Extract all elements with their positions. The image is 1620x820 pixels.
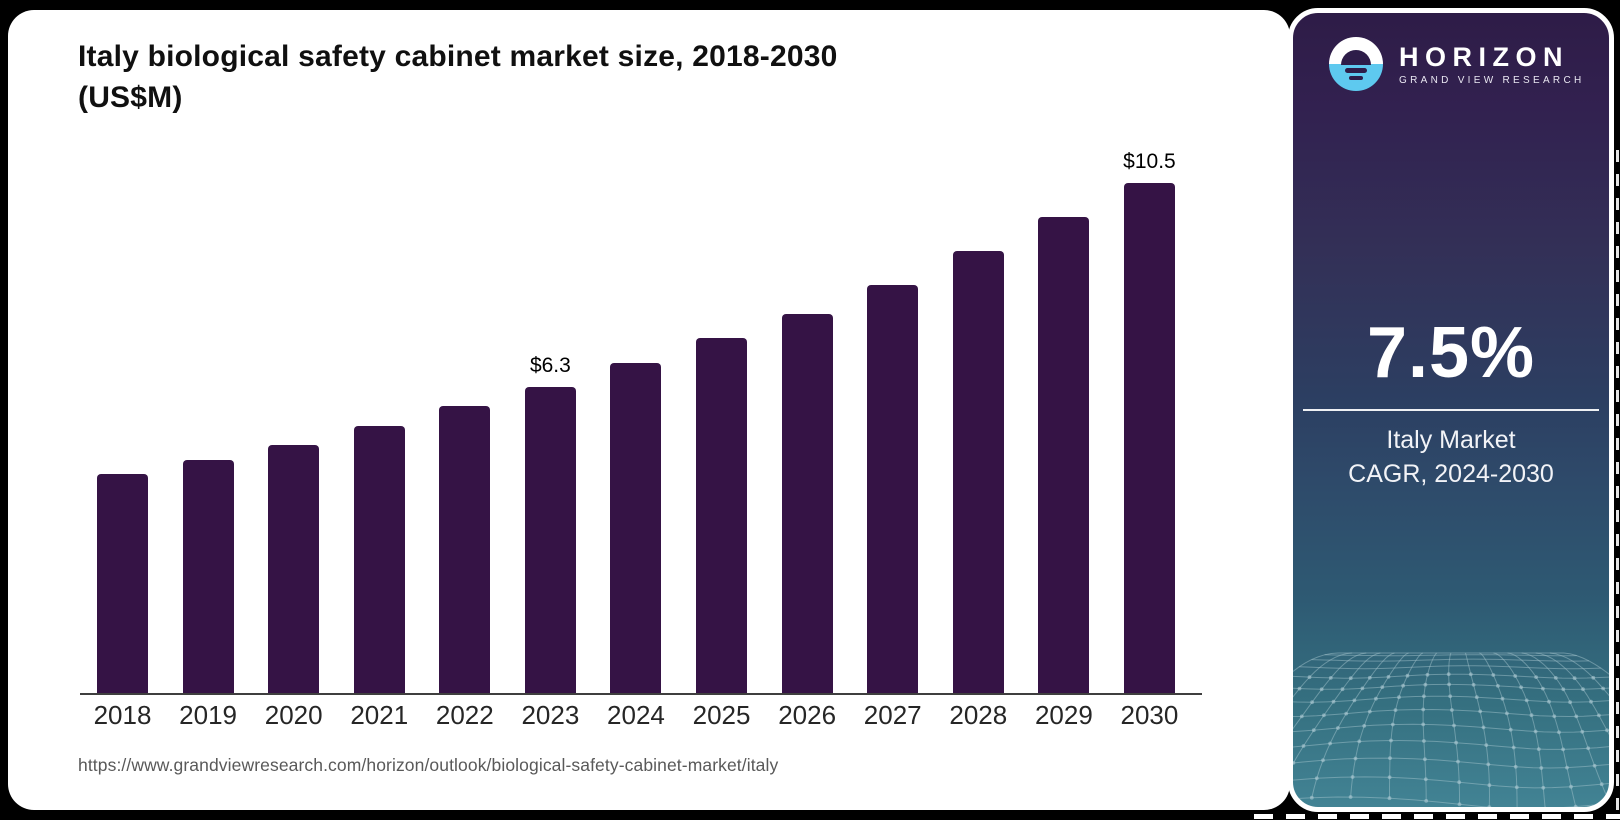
bar-wrap-2019 xyxy=(182,460,234,693)
bar-wrap-2024 xyxy=(610,363,662,693)
cagr-label: Italy Market CAGR, 2024-2030 xyxy=(1293,423,1609,491)
bar-2019 xyxy=(182,460,234,693)
bar-2026 xyxy=(781,314,833,693)
x-axis-labels: 2018 2019 2020 2021 2022 2023 2024 2025 2026 2027… xyxy=(93,700,1179,731)
x-axis-line xyxy=(80,693,1202,695)
logo-sun-shape xyxy=(1341,50,1371,65)
cutoff-dashes-bottom xyxy=(1254,814,1620,819)
x-label-2018: 2018 xyxy=(93,700,152,730)
x-label-2019: 2019 xyxy=(179,700,237,730)
bar-wrap-2023: $6.3 xyxy=(524,354,576,693)
value-label-2030: $10.5 xyxy=(1123,150,1176,173)
bar-wrap-2028 xyxy=(952,251,1004,693)
x-label-2026: 2026 xyxy=(778,700,837,730)
bar-wrap-2026 xyxy=(781,314,833,693)
bar-wrap-2021 xyxy=(353,426,405,693)
bar-wrap-2030: $10.5 xyxy=(1123,150,1176,693)
bar-chart: $6.3 $10.5 xyxy=(97,150,1176,693)
source-url: https://www.grandviewresearch.com/horizo… xyxy=(78,755,779,775)
bar-2021 xyxy=(353,426,405,693)
bar-wrap-2025 xyxy=(696,338,748,693)
bar-2027 xyxy=(867,285,919,693)
bar-wrap-2018 xyxy=(97,474,148,693)
logo-reflection-bar xyxy=(1345,68,1367,73)
x-label-2021: 2021 xyxy=(350,700,409,730)
brand-text: HORIZON GRAND VIEW RESEARCH xyxy=(1399,43,1585,86)
bar-wrap-2029 xyxy=(1038,217,1090,693)
bar-2025 xyxy=(696,338,748,693)
bar-wrap-2022 xyxy=(439,406,491,693)
bar-2029 xyxy=(1038,217,1090,693)
brand-name: HORIZON xyxy=(1399,41,1569,72)
cagr-label-line1: Italy Market xyxy=(1386,426,1516,454)
chart-card: Italy biological safety cabinet market s… xyxy=(8,10,1290,810)
bar-2022 xyxy=(439,406,491,693)
x-label-2028: 2028 xyxy=(949,700,1008,730)
bar-2018 xyxy=(97,474,148,693)
cutoff-dashes-right xyxy=(1616,150,1619,810)
x-label-2023: 2023 xyxy=(521,700,580,730)
wireframe-mesh-graphic xyxy=(1293,637,1609,807)
stat-divider xyxy=(1303,409,1599,411)
sidebar: HORIZON GRAND VIEW RESEARCH 7.5% Italy M… xyxy=(1288,8,1614,812)
x-label-2024: 2024 xyxy=(607,700,665,730)
cagr-label-line2: CAGR, 2024-2030 xyxy=(1348,460,1554,488)
bar-2020 xyxy=(268,445,320,693)
brand-logo: HORIZON GRAND VIEW RESEARCH xyxy=(1329,37,1585,91)
cagr-value: 7.5% xyxy=(1366,313,1536,393)
chart-title-line2: (US$M) xyxy=(78,81,183,114)
x-label-2020: 2020 xyxy=(264,700,323,730)
x-label-2030: 2030 xyxy=(1120,700,1179,730)
x-label-2022: 2022 xyxy=(435,700,494,730)
x-label-2027: 2027 xyxy=(863,700,922,730)
cagr-stat-block: 7.5% Italy Market CAGR, 2024-2030 xyxy=(1293,313,1609,491)
bar-2030 xyxy=(1123,183,1175,693)
logo-reflection-bar xyxy=(1349,76,1363,80)
x-label-2029: 2029 xyxy=(1034,700,1093,730)
bar-wrap-2027 xyxy=(867,285,919,693)
x-label-2025: 2025 xyxy=(692,700,751,730)
value-label-2023: $6.3 xyxy=(529,354,571,377)
brand-subtitle: GRAND VIEW RESEARCH xyxy=(1399,74,1585,86)
chart-title-line1: Italy biological safety cabinet market s… xyxy=(78,40,838,73)
bar-wrap-2020 xyxy=(268,445,320,693)
chart-title: Italy biological safety cabinet market s… xyxy=(78,36,1218,118)
bar-2024 xyxy=(610,363,662,693)
horizon-logo-icon xyxy=(1329,37,1383,91)
bar-2028 xyxy=(952,251,1004,693)
bar-2023 xyxy=(524,387,576,693)
